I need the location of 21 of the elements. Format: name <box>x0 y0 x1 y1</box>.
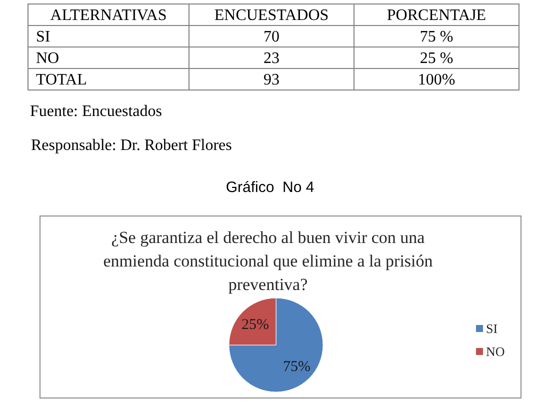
text: 23 <box>264 50 280 67</box>
legend-label: SI <box>486 321 498 336</box>
category-label: ALTERNATIVAS <box>50 7 167 24</box>
chart-title: ¿Se garantiza el derecho al buen vivir con una enmienda constitucional que elimine a la prisión preventiva? <box>103 228 434 294</box>
category-label: SI <box>36 28 50 46</box>
category-label: TOTAL <box>36 72 87 88</box>
text: 75 % <box>420 28 454 46</box>
legend-label: NO <box>486 344 505 359</box>
text: Responsable: Dr. Robert Flores <box>31 137 232 154</box>
data-label: 25% <box>241 317 269 334</box>
text: 25 % <box>420 50 454 67</box>
text: 93 <box>264 72 280 88</box>
source-note: Fuente: Encuestados <box>30 103 162 120</box>
category-label: ENCUESTADOS <box>214 7 329 24</box>
pie-slice <box>228 298 324 392</box>
text: Gráfico No 4 <box>226 179 314 196</box>
category-label: PORCENTAJE <box>386 7 486 24</box>
data-label: 75% <box>283 358 311 375</box>
category-label: NO <box>36 50 60 67</box>
text: 70 <box>264 28 280 46</box>
text: 100% <box>418 72 456 88</box>
